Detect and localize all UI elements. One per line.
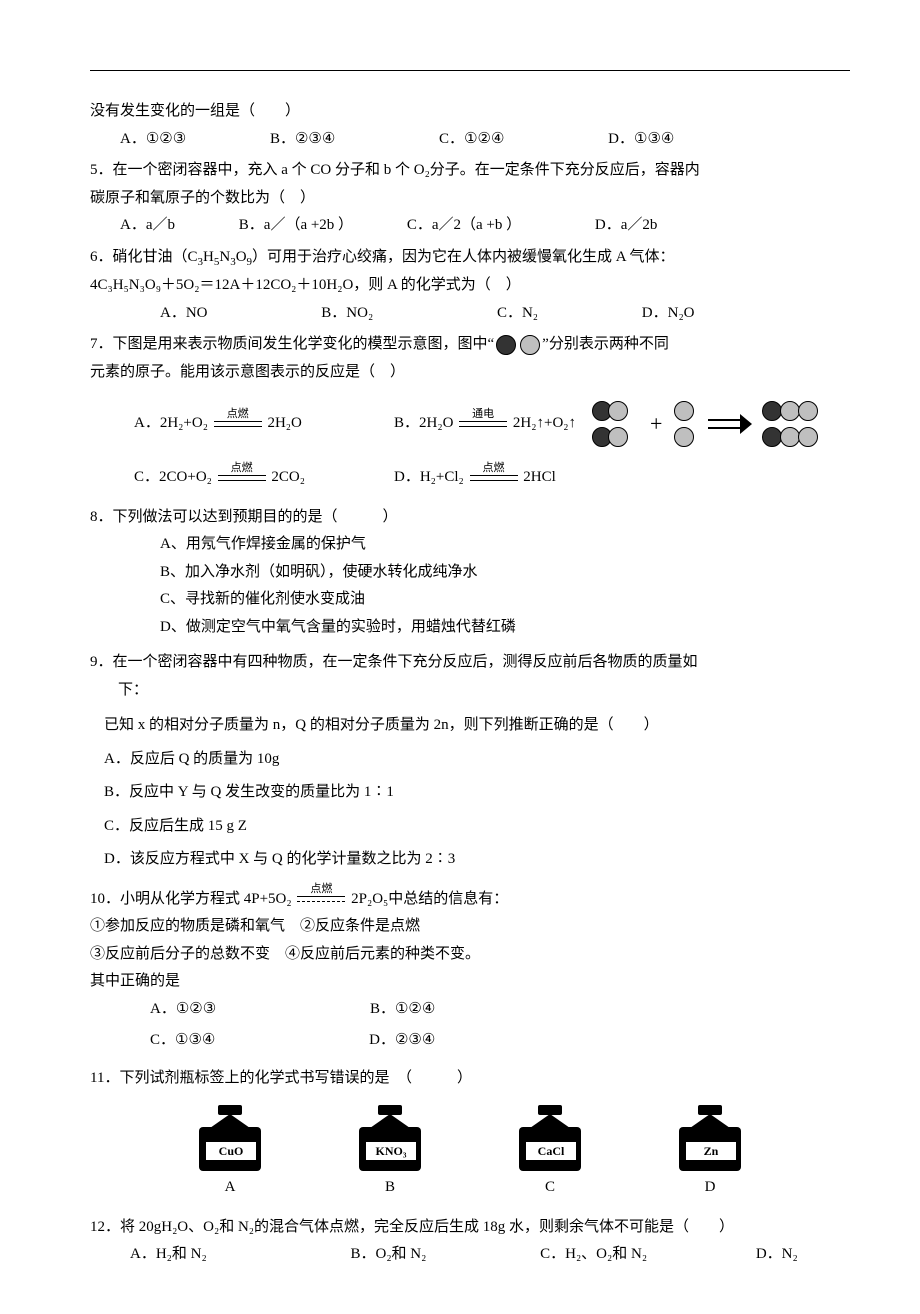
plus-icon: + xyxy=(650,405,662,442)
q5-options: A．a／b B．a／（a +2b ） C．a／2（a +b ） D．a／2b xyxy=(90,213,850,239)
q10-opt-b: ①②④ xyxy=(395,997,435,1023)
q6-equation: 4C₃H₅N₃O₉＋5O₂＝12A＋12CO₂＋10H₂O，则 A 的化学式为（… xyxy=(90,273,850,299)
q5-stem-2: 碳原子和氧原子的个数比为（ ） xyxy=(90,186,850,212)
q9-stem-2: 下： xyxy=(90,678,850,704)
q8-opt-b: B、加入净水剂（如明矾），使硬水转化成纯净水 xyxy=(90,560,850,586)
bottle-b-cap: B xyxy=(351,1175,429,1201)
q7-b-rhs: 2H₂↑+O₂↑ xyxy=(513,415,576,431)
q10-stem: 10．小明从化学方程式 4P+5O₂ 点燃 2P₂O₅中总结的信息有： xyxy=(90,887,850,913)
q8-stem: 8．下列做法可以达到预期目的的是（ ） xyxy=(90,505,850,531)
q12-opt-c: H₂、O₂和 N₂ xyxy=(565,1242,647,1268)
q7-b-lhs: 2H₂O xyxy=(419,415,453,431)
q10-options-1: A．①②③ B．①②④ xyxy=(90,997,850,1023)
q7-a-rhs: 2H₂O xyxy=(267,415,301,431)
q5-opt-a: a／b xyxy=(146,213,175,239)
q4-opt-d: ①③④ xyxy=(634,127,674,153)
q10-options-2: C．①③④ D．②③④ xyxy=(90,1028,850,1054)
q6-options: A．NO B．NO₂ C．N₂ D．N₂O xyxy=(90,301,850,327)
q10-line-2: ③反应前后分子的总数不变 ④反应前后元素的种类不变。 xyxy=(90,942,850,968)
q10-line-3: 其中正确的是 xyxy=(90,969,850,995)
eq-arrow-icon: 点燃 xyxy=(214,421,262,427)
arrow-icon xyxy=(708,415,752,433)
bottle-a-cap: A xyxy=(191,1175,269,1201)
eq-arrow-icon: 点燃 xyxy=(218,475,266,481)
bottle-d-label: Zn xyxy=(685,1141,737,1161)
q12-options: A．H₂和 N₂ B．O₂和 N₂ C．H₂、O₂和 N₂ D．N₂ xyxy=(90,1242,850,1268)
bottle-b: KNO₃ B xyxy=(351,1105,429,1201)
q6-opt-b: NO₂ xyxy=(346,301,373,327)
bottle-d: Zn D xyxy=(671,1105,749,1201)
q8-opt-d: D、做测定空气中氧气含量的实验时，用蜡烛代替红磷 xyxy=(90,615,850,641)
q6-opt-a: NO xyxy=(186,301,208,327)
q7-a-lhs: 2H₂+O₂ xyxy=(160,415,208,431)
q5-opt-d: a／2b xyxy=(621,213,658,239)
q9-opt-a: A．反应后 Q 的质量为 10g xyxy=(90,747,850,773)
q12-opt-b: O₂和 N₂ xyxy=(375,1242,426,1268)
product xyxy=(756,397,834,451)
bottle-d-cap: D xyxy=(671,1175,749,1201)
q8-opt-c: C、寻找新的催化剂使水变成油 xyxy=(90,587,850,613)
q10-opt-a: ①②③ xyxy=(176,997,216,1023)
sample-atom-dark xyxy=(496,335,516,355)
q7-row-ab: A．2H₂+O₂ 点燃 2H₂O B．2H₂O 通电 2H₂↑+O₂↑ + xyxy=(90,397,850,451)
q11-stem: 11．下列试剂瓶标签上的化学式书写错误的是 （ ） xyxy=(90,1066,850,1092)
bottle-c-cap: C xyxy=(511,1175,589,1201)
q10-opt-c: ①③④ xyxy=(175,1028,215,1054)
q12-opt-d: N₂ xyxy=(782,1242,798,1268)
q9-known: 已知 x 的相对分子质量为 n，Q 的相对分子质量为 2n，则下列推断正确的是（… xyxy=(90,713,850,739)
bottle-c: CaCl C xyxy=(511,1105,589,1201)
eq-arrow-icon: 点燃 xyxy=(470,475,518,481)
q11-bottle-row: CuO A KNO₃ B CaCl C Zn D xyxy=(150,1105,790,1201)
bottle-c-label: CaCl xyxy=(525,1141,577,1161)
reactant-1 xyxy=(584,397,644,451)
q7-c-rhs: 2CO₂ xyxy=(271,469,305,485)
sample-atom-light xyxy=(520,335,540,355)
bottle-a-label: CuO xyxy=(205,1141,257,1161)
q7-c-lhs: 2CO+O₂ xyxy=(159,469,212,485)
bottle-b-label: KNO₃ xyxy=(365,1141,417,1161)
q5-stem-1: 5．在一个密闭容器中，充入 a 个 CO 分子和 b 个 O₂分子。在一定条件下… xyxy=(90,158,850,184)
q7-stem-2: 元素的原子。能用该示意图表示的反应是（ ） xyxy=(90,360,850,386)
q6-opt-c: N₂ xyxy=(522,301,538,327)
q7-molecule-diagram: + xyxy=(584,397,834,451)
q4-opt-a: ①②③ xyxy=(146,127,186,153)
q10-line-1: ①参加反应的物质是磷和氧气 ②反应条件是点燃 xyxy=(90,914,850,940)
q12-opt-a: H₂和 N₂ xyxy=(156,1242,207,1268)
top-rule xyxy=(90,70,850,71)
q4-tail: 没有发生变化的一组是（ ） xyxy=(90,99,850,125)
q10-opt-d: ②③④ xyxy=(395,1028,435,1054)
q6-opt-d: N₂O xyxy=(668,301,695,327)
q5-opt-c: a／2（a +b ） xyxy=(432,213,521,239)
bottle-a: CuO A xyxy=(191,1105,269,1201)
q9-opt-d: D．该反应方程式中 X 与 Q 的化学计量数之比为 2∶3 xyxy=(90,847,850,873)
q9-opt-c: C．反应后生成 15 g Z xyxy=(90,814,850,840)
q7-d-lhs: H₂+Cl₂ xyxy=(420,469,464,485)
q4-opt-c: ①②④ xyxy=(464,127,504,153)
q7-row-cd: C．2CO+O₂ 点燃 2CO₂ D．H₂+Cl₂ 点燃 2HCl xyxy=(90,465,850,491)
q12-stem: 12．将 20gH₂O、O₂和 N₂的混合气体点燃，完全反应后生成 18g 水，… xyxy=(90,1215,850,1241)
reactant-2 xyxy=(668,397,704,451)
q4-opt-b: ②③④ xyxy=(295,127,335,153)
q6-stem-1: 6．硝化甘油（C3H5N3O9）可用于治疗心绞痛，因为它在人体内被缓慢氧化生成 … xyxy=(90,245,850,272)
q8-opt-a: A、用氖气作焊接金属的保护气 xyxy=(90,532,850,558)
eq-arrow-icon: 通电 xyxy=(459,421,507,427)
q7-d-rhs: 2HCl xyxy=(523,469,556,485)
q9-opt-b: B．反应中 Y 与 Q 发生改变的质量比为 1∶1 xyxy=(90,780,850,806)
q9-stem-1: 9．在一个密闭容器中有四种物质，在一定条件下充分反应后，测得反应前后各物质的质量… xyxy=(90,650,850,676)
q5-opt-b: a／（a +2b ） xyxy=(264,213,353,239)
q4-options: A．①②③ B．②③④ C．①②④ D．①③④ xyxy=(90,127,850,153)
eq-arrow-icon: 点燃 xyxy=(297,896,345,902)
q7-stem-1: 7．下图是用来表示物质间发生化学变化的模型示意图，图中“ ”分别表示两种不同 xyxy=(90,332,850,358)
